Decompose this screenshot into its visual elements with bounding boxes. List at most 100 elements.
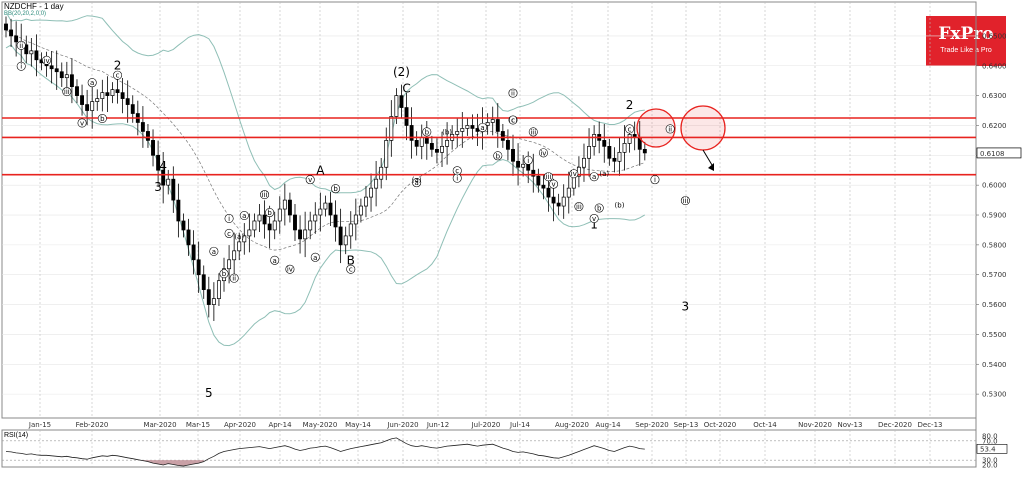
wave-label-circle bbox=[331, 184, 341, 194]
candle-body bbox=[389, 116, 394, 141]
candle-body bbox=[59, 71, 64, 79]
candle-body bbox=[440, 146, 444, 153]
time-tick-label: Feb-2020 bbox=[76, 421, 109, 429]
candle-body bbox=[130, 104, 135, 114]
candle-body bbox=[384, 140, 389, 168]
rsi-tick-label: 80.0 bbox=[982, 433, 998, 441]
time-tick-label: Oct-14 bbox=[753, 421, 777, 429]
wave-label: (2) bbox=[393, 65, 410, 79]
candle-body bbox=[252, 220, 257, 231]
wave-label-circle bbox=[665, 124, 675, 134]
time-tick-label: Apr-14 bbox=[268, 421, 292, 429]
wave-label: c bbox=[511, 116, 515, 124]
wave-label: b bbox=[496, 152, 501, 160]
wave-label-circle bbox=[523, 155, 533, 165]
candle-body bbox=[146, 131, 150, 141]
wave-label-circle bbox=[224, 228, 234, 238]
price-tick-label: 0.6200 bbox=[982, 122, 1007, 130]
time-tick-label: Aug-2020 bbox=[555, 421, 589, 429]
wave-label: i bbox=[20, 63, 22, 71]
time-tick-label: Dec-2020 bbox=[878, 421, 912, 429]
candle-body bbox=[49, 65, 54, 70]
candle-body bbox=[566, 187, 571, 198]
price-tick-label: 0.6300 bbox=[982, 92, 1007, 100]
wave-label: iii bbox=[530, 128, 536, 136]
candle-body bbox=[627, 134, 632, 144]
wave-label-paren: (c) bbox=[508, 116, 518, 124]
wave-label-paren: (a) bbox=[412, 176, 422, 184]
wave-label: iv bbox=[44, 57, 50, 65]
rsi-tick-label: 20.0 bbox=[982, 462, 998, 470]
wave-label-circle bbox=[493, 151, 503, 161]
candle-body bbox=[216, 280, 221, 299]
candle-body bbox=[404, 107, 409, 126]
candle-body bbox=[303, 229, 308, 240]
wave-label: 2 bbox=[626, 98, 634, 112]
wave-label: ii bbox=[19, 42, 23, 50]
candle-body bbox=[105, 92, 110, 96]
wave-label: iii bbox=[262, 191, 268, 199]
candle-body bbox=[541, 184, 546, 189]
time-tick-label: Mar-15 bbox=[186, 421, 210, 429]
candle-body bbox=[414, 140, 419, 147]
candle-body bbox=[642, 148, 647, 154]
candle-body bbox=[171, 178, 176, 201]
wave-label: iii bbox=[546, 173, 552, 181]
wave-label-circle bbox=[229, 273, 239, 283]
candle-body bbox=[526, 163, 531, 171]
wave-label-paren: (a) bbox=[234, 233, 244, 241]
candle-body bbox=[582, 157, 586, 168]
candle-body bbox=[125, 98, 130, 105]
wave-label: b bbox=[333, 185, 338, 193]
wave-label-circle bbox=[270, 255, 280, 265]
wave-label-circle bbox=[239, 211, 249, 221]
resistance-circle bbox=[636, 108, 676, 148]
candle-body bbox=[313, 214, 318, 222]
candle-body bbox=[80, 95, 84, 105]
wave-label-circle bbox=[422, 127, 432, 137]
candle-body bbox=[343, 235, 348, 246]
time-tick-label: Sep-13 bbox=[674, 421, 699, 429]
wave-label-circle bbox=[543, 172, 553, 182]
candle-body bbox=[100, 92, 105, 99]
candle-body bbox=[602, 140, 607, 147]
time-tick-label: Jul-14 bbox=[509, 421, 530, 429]
candle-body bbox=[495, 119, 500, 132]
time-tick-label: Jun-2020 bbox=[386, 421, 418, 429]
time-tick-label: Aug-14 bbox=[595, 421, 621, 429]
candle-body bbox=[511, 148, 515, 162]
wave-label: c bbox=[628, 125, 632, 133]
candle-body bbox=[521, 163, 526, 168]
wave-label: iv bbox=[571, 170, 577, 178]
wave-label-circle bbox=[680, 196, 690, 206]
candle-body bbox=[587, 146, 592, 159]
wave-label: b bbox=[425, 128, 430, 136]
wave-label: iv bbox=[287, 266, 293, 274]
candle-body bbox=[191, 244, 196, 261]
wave-label-circle bbox=[224, 213, 234, 223]
wave-label-circle bbox=[113, 70, 123, 80]
wave-label-circle bbox=[589, 172, 599, 182]
candle-body bbox=[536, 175, 541, 186]
wave-label-paren: (a) bbox=[599, 170, 609, 178]
logo-brand: FxPro bbox=[938, 24, 994, 44]
wave-label: iii bbox=[576, 203, 582, 211]
wave-label-circle bbox=[625, 124, 635, 134]
wave-label: c bbox=[455, 167, 459, 175]
wave-label: iii bbox=[682, 197, 688, 205]
rsi-current-box bbox=[976, 444, 1008, 454]
price-tick-label: 0.5500 bbox=[982, 331, 1007, 339]
time-tick-label: Jul-2020 bbox=[471, 421, 501, 429]
candle-body bbox=[247, 229, 252, 237]
candle-body bbox=[262, 214, 267, 225]
candle-body bbox=[399, 95, 404, 108]
candle-body bbox=[90, 101, 95, 111]
candle-body bbox=[298, 229, 303, 240]
bollinger-middle bbox=[5, 29, 645, 251]
candle-body bbox=[75, 86, 79, 96]
candle-body bbox=[277, 208, 282, 222]
candle-body bbox=[612, 157, 617, 162]
wave-label: i bbox=[654, 176, 656, 184]
wave-label: c bbox=[227, 230, 231, 238]
